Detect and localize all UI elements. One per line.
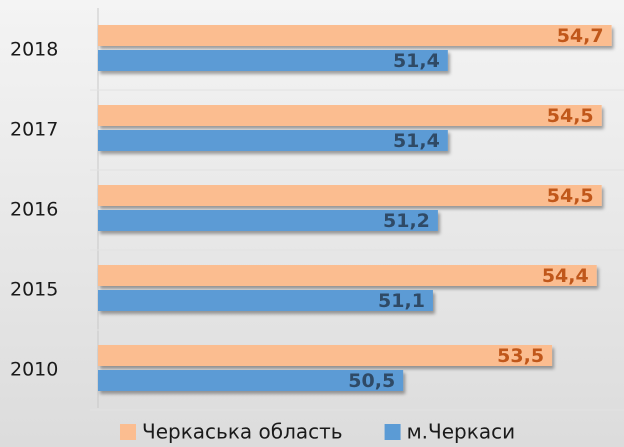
legend-label: Черкаська область [142,420,343,444]
y-tick-label: 2018 [10,39,58,61]
data-label: 51,1 [378,290,425,312]
bar [98,345,553,366]
bar [98,265,597,286]
data-label: 54,5 [547,185,594,207]
legend-swatch [120,424,136,440]
bar [98,370,404,391]
legend-label: м.Черкаси [407,420,516,444]
bar [98,105,602,126]
bar [98,50,448,71]
y-tick-label: 2010 [10,359,58,381]
y-tick-label: 2017 [10,119,58,141]
y-tick-label: 2015 [10,279,58,301]
data-label: 51,2 [383,210,430,232]
data-label: 53,5 [497,345,544,367]
data-label: 51,4 [393,50,440,72]
data-label: 54,4 [542,265,589,287]
bar [98,185,602,206]
data-label: 51,4 [393,130,440,152]
bar [98,25,612,46]
data-label: 54,5 [547,105,594,127]
data-label: 50,5 [348,370,395,392]
legend-swatch [384,424,401,440]
data-label: 54,7 [557,25,604,47]
bar [98,210,438,231]
y-tick-label: 2016 [10,199,58,221]
bar [98,130,448,151]
bar [98,290,433,311]
